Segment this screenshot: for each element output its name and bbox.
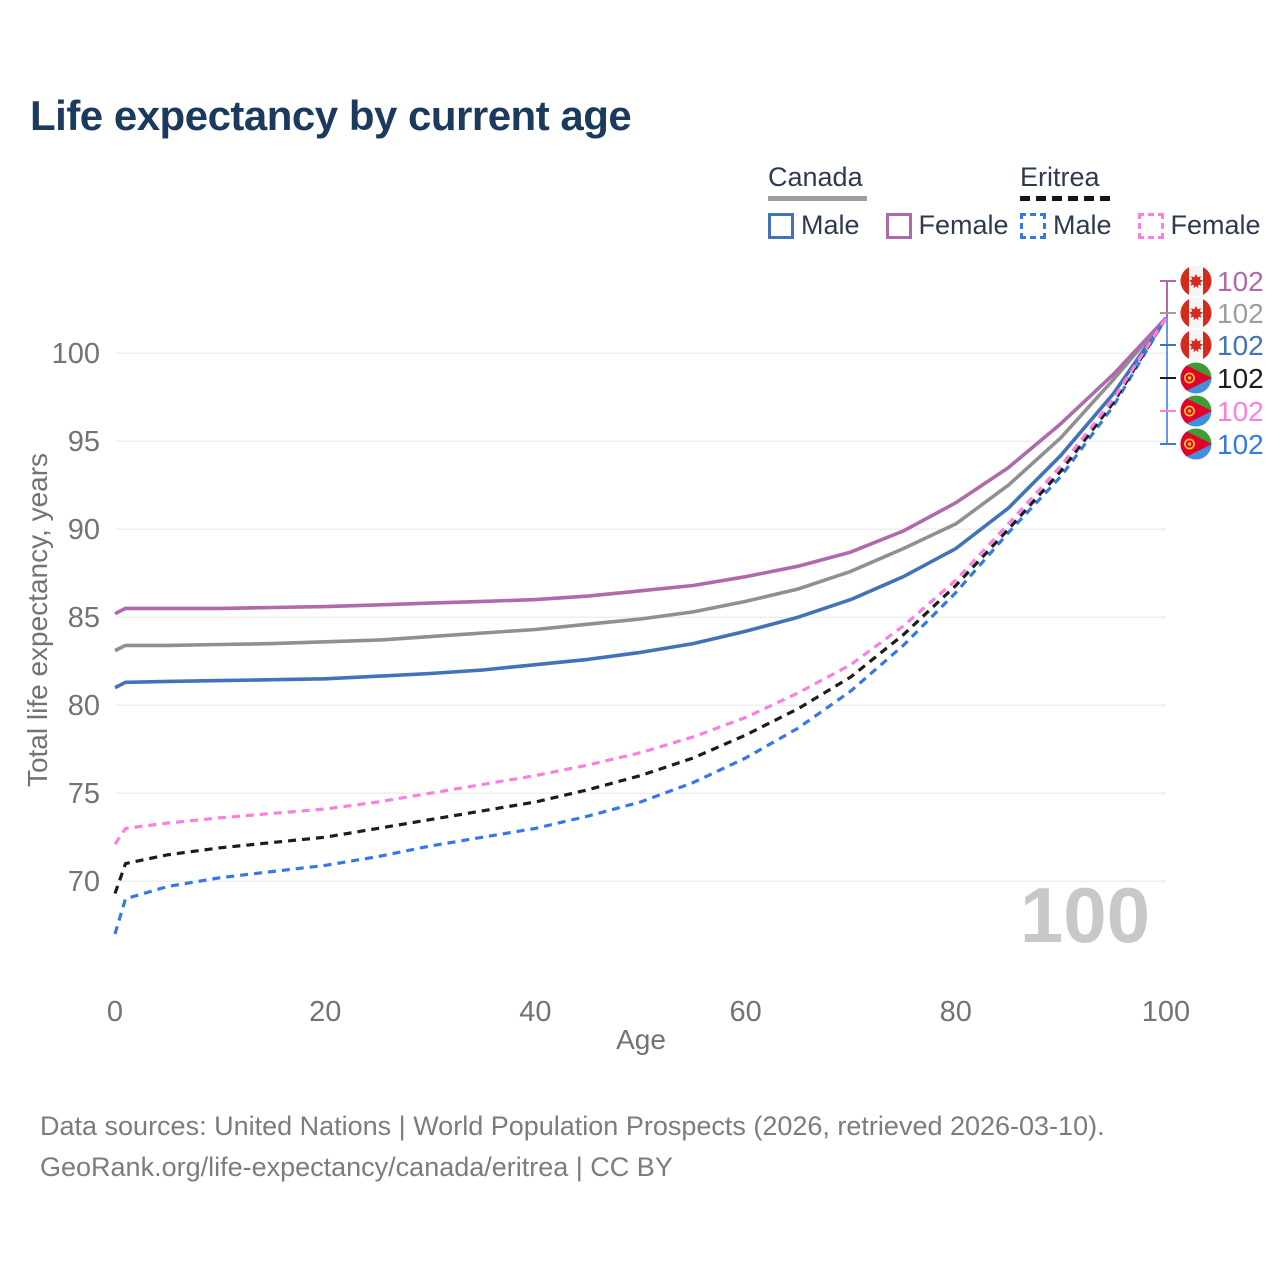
legend-item-canada-male[interactable]: Male: [768, 210, 860, 241]
legend-group-eritrea: Eritrea Male Female: [1020, 162, 1261, 241]
y-tick-label: 100: [52, 338, 100, 370]
canada-flag-icon: [1180, 297, 1212, 329]
attribution: Data sources: United Nations | World Pop…: [40, 1106, 1105, 1188]
y-tick-label: 95: [68, 426, 100, 458]
eritrea-female-swatch: [1137, 212, 1164, 239]
canada-flag-icon: [1180, 329, 1212, 361]
x-tick-label: 80: [940, 996, 972, 1028]
line-eritrea-female[interactable]: [113, 317, 1168, 846]
legend-label-canada-female: Female: [918, 210, 1009, 240]
age-watermark: 100: [1020, 871, 1150, 959]
x-tick-label: 40: [519, 996, 551, 1028]
canada-flag-icon: [1180, 265, 1212, 297]
y-tick-labels: 70 75 80 85 90 95 100: [52, 338, 100, 898]
eritrea-flag-icon: [1180, 362, 1212, 394]
line-canada-both-sexes[interactable]: [114, 316, 1168, 653]
eritrea-male-swatch: [1020, 212, 1046, 239]
end-label-row: 102: [1180, 428, 1264, 460]
legend-label-eritrea-female: Female: [1170, 210, 1261, 240]
end-label-row: 102: [1180, 265, 1264, 297]
x-tick-label: 100: [1142, 996, 1190, 1028]
legend-item-eritrea-female[interactable]: Female: [1137, 210, 1261, 241]
end-label-row: 102: [1180, 395, 1264, 427]
end-label-row: 102: [1180, 297, 1264, 329]
x-tick-label: 20: [309, 996, 341, 1028]
line-canada-male[interactable]: [114, 316, 1168, 690]
legend-item-eritrea-male[interactable]: Male: [1020, 210, 1112, 241]
series-lines: [113, 316, 1168, 935]
x-tick-label: 60: [729, 996, 761, 1028]
y-tick-label: 70: [68, 866, 100, 898]
legend-country-eritrea[interactable]: Eritrea: [1020, 162, 1110, 201]
eritrea-flag-icon: [1180, 395, 1212, 427]
end-label-rows: 102 102 102 102 102 102: [1180, 265, 1264, 460]
canada-male-swatch: [768, 212, 794, 239]
x-tick-labels: 0 20 40 60 80 100: [107, 996, 1190, 1028]
y-tick-label: 75: [68, 778, 100, 810]
line-eritrea-male[interactable]: [113, 317, 1168, 935]
x-axis-title: Age: [616, 1024, 666, 1055]
page-title: Life expectancy by current age: [30, 92, 632, 139]
data-sources-line: Data sources: United Nations | World Pop…: [40, 1111, 1105, 1141]
end-label-row: 102: [1180, 362, 1264, 394]
y-tick-label: 85: [68, 602, 100, 634]
legend-group-canada: Canada Male Female: [768, 162, 1009, 241]
gridlines: [115, 352, 1166, 882]
end-value-canada-both: 102: [1217, 298, 1264, 329]
source-url-line: GeoRank.org/life-expectancy/canada/eritr…: [40, 1152, 673, 1182]
line-canada-female[interactable]: [114, 316, 1168, 616]
y-tick-label: 90: [68, 514, 100, 546]
legend-country-canada[interactable]: Canada: [768, 162, 867, 201]
canada-female-swatch: [885, 212, 912, 239]
eritrea-flag-icon: [1180, 428, 1212, 460]
end-value-canada-female: 102: [1217, 266, 1264, 297]
legend-label-eritrea-male: Male: [1053, 210, 1112, 240]
x-tick-label: 0: [107, 996, 123, 1028]
y-axis-title: Total life expectancy, years: [22, 453, 53, 787]
end-label-connectors: [1160, 280, 1176, 445]
end-value-eritrea-male: 102: [1217, 429, 1264, 460]
end-value-eritrea-both: 102: [1217, 363, 1264, 394]
line-eritrea-both-sexes[interactable]: [113, 317, 1168, 895]
y-tick-label: 80: [68, 690, 100, 722]
legend-item-canada-female[interactable]: Female: [885, 210, 1009, 241]
end-value-eritrea-female: 102: [1217, 396, 1264, 427]
legend-label-canada-male: Male: [801, 210, 860, 240]
end-value-canada-male: 102: [1217, 330, 1264, 361]
end-label-row: 102: [1180, 329, 1264, 361]
